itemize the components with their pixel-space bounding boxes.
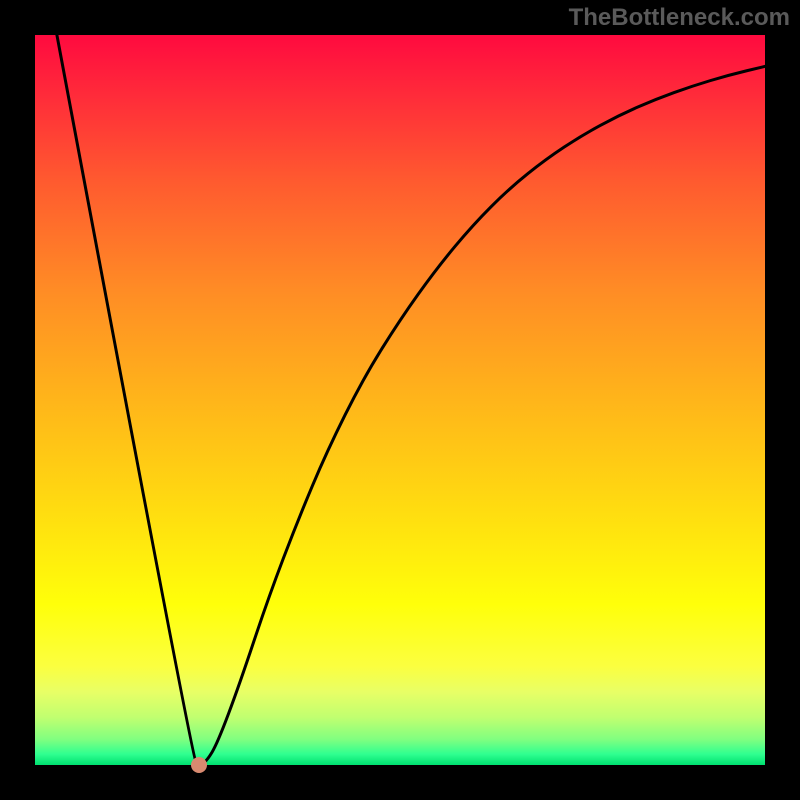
plot-area xyxy=(35,35,765,765)
chart-container: TheBottleneck.com xyxy=(0,0,800,800)
curve-layer xyxy=(35,35,765,765)
attribution-watermark: TheBottleneck.com xyxy=(569,4,790,32)
optimal-point-marker xyxy=(191,757,207,773)
bottleneck-curve xyxy=(57,35,765,764)
